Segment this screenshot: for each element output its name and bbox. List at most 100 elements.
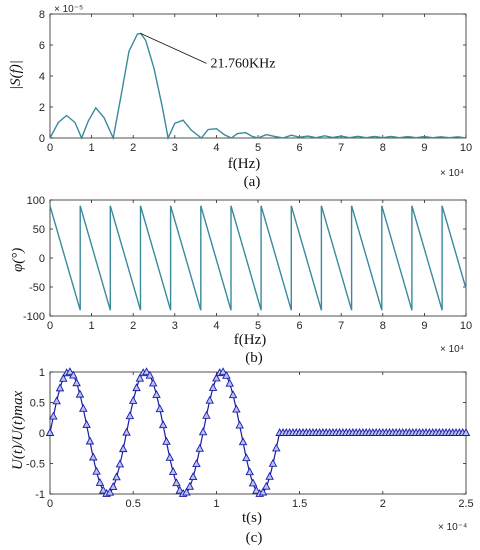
triangle-marker xyxy=(45,428,55,436)
triangle-marker xyxy=(238,437,248,446)
x-tick-label-a: 2 xyxy=(130,142,136,154)
triangle-marker xyxy=(208,382,218,391)
triangle-marker xyxy=(89,452,98,461)
x-tick-label-b: 8 xyxy=(380,320,386,332)
triangle-marker xyxy=(122,427,131,436)
ticks-a: 0 1 2 3 4 5 6 7 8 9 10 0 2 4 6 8 xyxy=(39,9,472,154)
x-exponent-c: × 10⁻⁴ xyxy=(438,522,467,533)
x-tick-label-c: 1.5 xyxy=(292,498,307,510)
triangle-marker xyxy=(245,467,254,476)
triangle-marker xyxy=(235,420,244,429)
x-axis-label-a: f(Hz) xyxy=(228,156,260,172)
triangle-marker xyxy=(52,396,61,405)
x-tick-label-a: 6 xyxy=(297,142,303,154)
phase-line xyxy=(49,205,467,311)
x-tick-label-a: 4 xyxy=(213,142,219,154)
triangle-marker xyxy=(69,370,78,379)
triangle-marker xyxy=(185,481,195,490)
caption-b: (b) xyxy=(245,350,263,366)
x-tick-label-a: 8 xyxy=(380,142,386,154)
x-tick-label-a: 5 xyxy=(255,142,261,154)
y-tick-label-c: 0.5 xyxy=(30,398,45,410)
x-tick-label-b: 2 xyxy=(130,320,136,332)
triangle-marker xyxy=(49,411,58,420)
x-tick-label-a: 1 xyxy=(89,142,95,154)
x-axis-label-b: f(Hz) xyxy=(234,332,266,348)
ticks-b: 0 1 2 3 4 5 6 7 8 9 10 -100 -50 0 50 100 xyxy=(23,195,472,332)
y-tick-label-b: -100 xyxy=(23,311,45,323)
y-tick-label-a: 6 xyxy=(39,40,45,52)
triangle-marker xyxy=(192,459,201,468)
triangle-marker xyxy=(155,404,165,413)
triangle-marker xyxy=(198,427,208,436)
triangle-marker xyxy=(142,367,151,376)
x-exponent-b: × 10⁴ xyxy=(440,344,464,355)
y-tick-label-c: -0.5 xyxy=(26,459,45,471)
y-tick-label-a: 8 xyxy=(39,9,45,21)
triangle-marker xyxy=(225,378,234,387)
triangle-marker xyxy=(152,389,161,398)
x-tick-label-b: 10 xyxy=(460,320,472,332)
x-tick-label-a: 9 xyxy=(421,142,427,154)
y-tick-label-c: -1 xyxy=(35,489,45,501)
triangle-marker xyxy=(112,472,121,481)
x-tick-label-a: 0 xyxy=(47,142,53,154)
triangle-marker xyxy=(182,487,191,496)
x-tick-label-b: 3 xyxy=(172,320,178,332)
x-tick-label-b: 1 xyxy=(89,320,95,332)
caption-a: (a) xyxy=(244,174,261,190)
x-tick-label-c: 0 xyxy=(47,498,53,510)
triangle-marker xyxy=(212,373,221,382)
y-tick-label-b: 50 xyxy=(33,224,45,236)
triangle-marker xyxy=(168,467,178,475)
triangle-marker xyxy=(272,443,281,452)
x-tick-label-c: 0.5 xyxy=(126,498,141,510)
triangle-marker xyxy=(158,420,168,429)
triangle-marker xyxy=(195,443,205,452)
triangle-marker xyxy=(188,472,198,481)
triangle-marker xyxy=(135,373,145,382)
caption-c: (c) xyxy=(246,530,263,546)
x-axis-label-c: t(s) xyxy=(242,510,262,526)
x-tick-label-c: 2.5 xyxy=(458,498,473,510)
triangle-marker xyxy=(79,403,88,412)
triangle-marker xyxy=(98,485,108,494)
triangle-marker xyxy=(258,487,268,496)
triangle-marker xyxy=(55,383,65,392)
y-tick-label-a: 2 xyxy=(39,102,45,114)
y-tick-label-c: 1 xyxy=(39,367,45,379)
triangle-marker xyxy=(115,459,125,468)
y-tick-label-b: 100 xyxy=(27,195,45,207)
triangle-marker xyxy=(242,453,251,462)
x-tick-label-b: 7 xyxy=(338,320,344,332)
y-exponent-a: × 10⁻⁵ xyxy=(54,4,83,15)
triangle-marker xyxy=(265,471,274,480)
triangle-marker xyxy=(222,370,231,379)
triangle-marker xyxy=(145,370,155,379)
x-tick-label-c: 1 xyxy=(213,498,219,510)
plot-area-a xyxy=(49,13,467,139)
triangle-marker xyxy=(205,395,214,404)
spectrum-magnitude-panel: 0 1 2 3 4 5 6 7 8 9 10 0 2 4 6 8 21.760KHz × 10⁻⁵ × 10⁴… xyxy=(8,4,472,190)
x-tick-label-b: 9 xyxy=(421,320,427,332)
triangle-marker xyxy=(248,478,258,487)
triangle-marker xyxy=(232,404,241,413)
triangle-marker xyxy=(175,485,185,494)
triangle-marker xyxy=(82,419,91,428)
triangle-marker xyxy=(252,485,261,494)
triangle-marker xyxy=(165,452,175,461)
triangle-marker xyxy=(65,367,75,376)
y-tick-label-b: -50 xyxy=(29,282,45,294)
time-signal-panel: 0 0.5 1 1.5 2 2.5 -1 -0.5 0 0.5 1 × 10⁻⁴ U(t)/U(t)… xyxy=(10,367,474,546)
triangle-marker xyxy=(75,389,85,398)
x-tick-label-a: 3 xyxy=(172,142,178,154)
y-tick-label-a: 0 xyxy=(39,133,45,145)
y-tick-label-a: 4 xyxy=(39,71,45,83)
triangle-marker xyxy=(92,466,101,475)
triangle-marker xyxy=(262,481,271,490)
y-axis-label-b: φ(°) xyxy=(10,248,26,272)
x-tick-label-b: 4 xyxy=(213,320,219,332)
triangle-marker xyxy=(128,396,138,404)
triangle-marker xyxy=(95,478,105,486)
